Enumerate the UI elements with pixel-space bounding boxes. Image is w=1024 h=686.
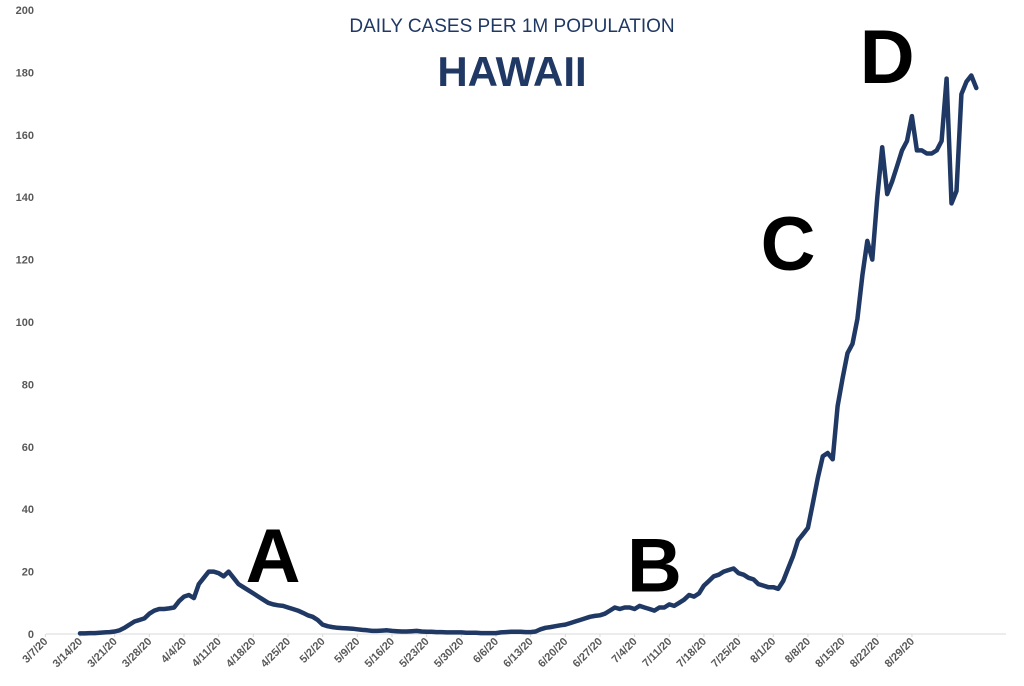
x-tick-label: 8/8/20 [783,636,813,666]
x-tick-label: 5/9/20 [332,636,362,666]
y-tick-label: 160 [16,130,34,142]
x-tick-label: 5/30/20 [432,636,466,670]
x-tick-label: 4/18/20 [224,636,258,670]
x-tick-label: 3/14/20 [51,636,85,670]
annotation-c: C [761,202,816,287]
x-tick-label: 7/25/20 [709,636,743,670]
series-line-daily-cases [77,73,979,636]
x-tick-label: 5/2/20 [298,636,328,666]
x-tick-label: 3/28/20 [120,636,154,670]
x-tick-label: 8/22/20 [848,636,882,670]
x-tick-label: 7/4/20 [610,636,640,666]
x-tick-label: 8/29/20 [883,636,917,670]
x-tick-label: 5/16/20 [363,636,397,670]
x-tick-label: 6/6/20 [471,636,501,666]
annotation-a: A [246,514,301,599]
x-tick-label: 4/4/20 [159,636,189,666]
y-tick-label: 20 [22,567,34,579]
y-tick-label: 140 [16,192,34,204]
y-tick-label: 200 [16,5,34,17]
chart-title: HAWAII [437,48,586,95]
x-tick-label: 6/13/20 [501,636,535,670]
x-tick-label: 3/7/20 [20,636,50,666]
x-tick-label: 5/23/20 [397,636,431,670]
x-tick-label: 4/11/20 [190,636,224,670]
annotation-b: B [627,523,682,608]
y-tick-label: 40 [22,504,34,516]
x-tick-label: 8/1/20 [748,636,778,666]
x-tick-label: 8/15/20 [813,636,847,670]
x-tick-label: 7/18/20 [675,636,709,670]
y-tick-label: 60 [22,442,34,454]
y-axis: 0 20 40 60 80 100 120 140 160 180 200 [16,5,34,641]
y-tick-label: 120 [16,255,34,267]
x-tick-label: 6/27/20 [571,636,605,670]
chart-subtitle: DAILY CASES PER 1M POPULATION [349,16,674,37]
x-tick-label: 3/21/20 [85,636,119,670]
x-tick-label: 7/11/20 [640,636,674,670]
y-tick-label: 0 [28,629,34,641]
annotation-d: D [860,15,915,100]
x-tick-label: 6/20/20 [536,636,570,670]
y-tick-label: 80 [22,379,34,391]
x-tick-label: 4/25/20 [259,636,293,670]
x-axis: 3/7/20 3/14/20 3/21/20 3/28/20 4/4/20 4/11/20… [20,634,917,670]
annotations: A B C D [246,15,915,609]
y-tick-label: 100 [16,317,34,329]
y-tick-label: 180 [16,67,34,79]
